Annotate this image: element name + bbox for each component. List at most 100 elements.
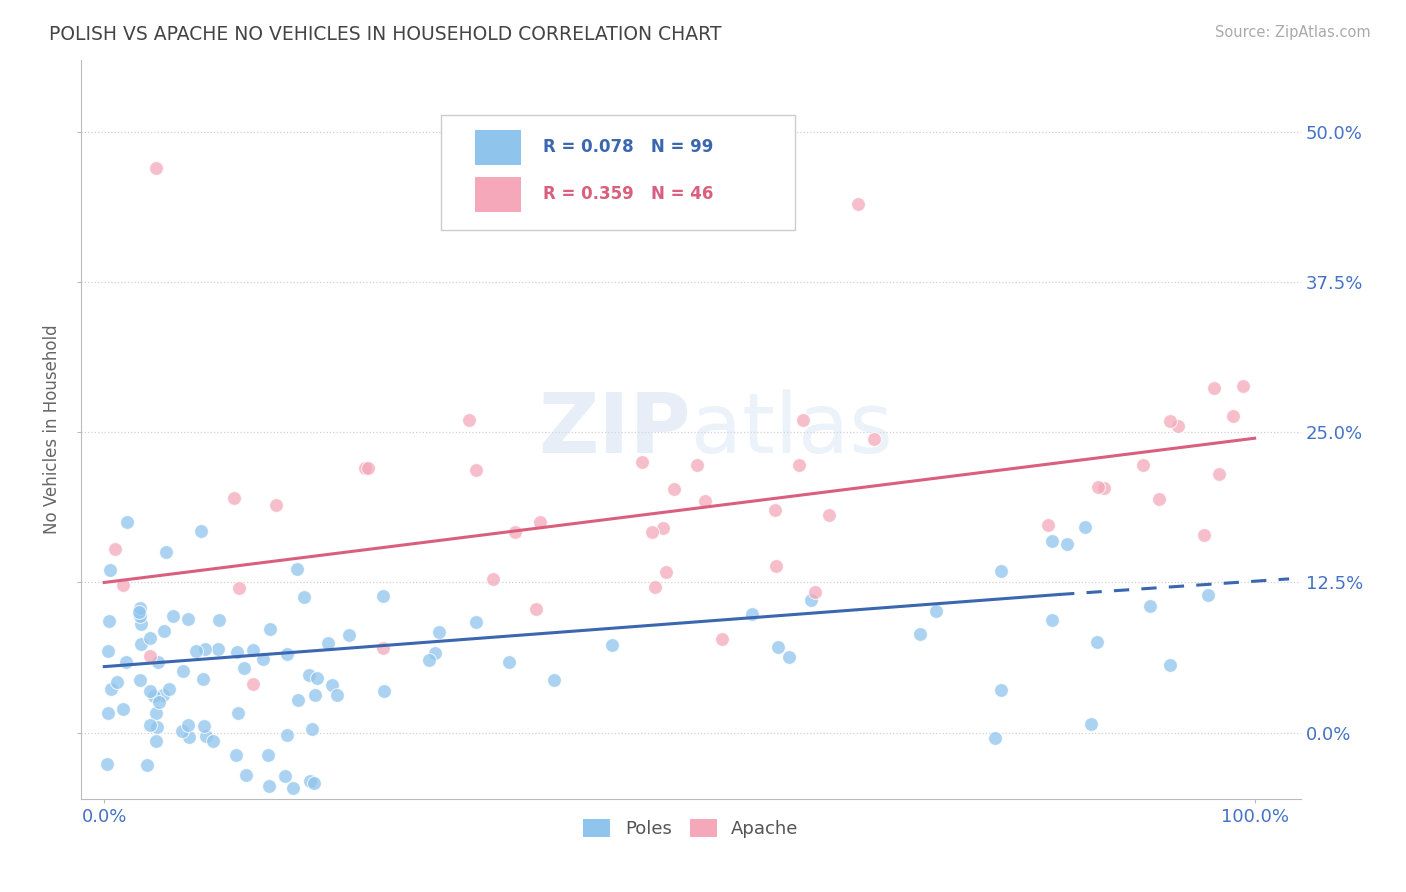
Point [207,642,229,657]
Point [111,578,134,592]
Point [148,694,170,708]
Point [145,733,167,747]
Point [224,491,246,505]
Point [172,664,194,678]
Point [131,617,153,632]
Text: Source: ZipAtlas.com: Source: ZipAtlas.com [1215,25,1371,40]
Point [984,731,1007,745]
Point [1040,613,1063,627]
Point [458,413,481,427]
Point [1159,414,1181,428]
Point [294,590,316,604]
Point [257,779,280,793]
Point [1132,458,1154,472]
Point [281,780,304,795]
Point [193,719,215,733]
Point [425,646,447,660]
Point [97,615,120,629]
Point [779,649,801,664]
Point [990,683,1012,698]
Point [481,572,503,586]
Point [543,673,565,688]
Point [232,661,254,675]
Point [804,585,827,599]
Point [225,748,247,763]
Point [818,508,841,523]
Point [766,640,789,655]
Point [157,682,180,697]
Point [299,773,322,788]
Point [148,655,170,669]
FancyBboxPatch shape [475,129,522,165]
Point [1139,599,1161,614]
Point [1087,480,1109,494]
Point [97,643,120,657]
Point [418,653,440,667]
Point [195,729,218,743]
Point [190,524,212,538]
Point [228,581,250,595]
Point [287,692,309,706]
Point [287,562,309,576]
Point [464,463,486,477]
Point [1159,658,1181,673]
Point [800,593,823,607]
Point [117,516,139,530]
Point [526,602,548,616]
Point [276,728,298,742]
Point [304,688,326,702]
Point [194,642,217,657]
Point [316,636,339,650]
Point [325,688,347,702]
Point [191,672,214,686]
Point [641,524,664,539]
Point [1038,517,1060,532]
Point [464,615,486,629]
Point [693,494,716,508]
Point [1085,635,1108,649]
Point [155,545,177,559]
Point [301,723,323,737]
FancyBboxPatch shape [475,177,522,212]
Point [925,603,948,617]
Point [259,622,281,636]
Point [529,515,551,529]
Point [128,609,150,624]
Point [274,769,297,783]
Point [139,631,162,645]
Point [152,689,174,703]
Point [264,499,287,513]
Point [97,706,120,720]
Point [170,723,193,738]
Point [146,720,169,734]
Point [177,612,200,626]
Point [1092,481,1115,495]
Point [1222,409,1244,423]
FancyBboxPatch shape [441,115,794,229]
Point [96,756,118,771]
Point [321,678,343,692]
Point [337,628,360,642]
Point [242,676,264,690]
Point [129,636,152,650]
Point [631,455,654,469]
Point [302,776,325,790]
Point [177,731,200,745]
Text: ZIP: ZIP [538,389,690,470]
Point [162,609,184,624]
Point [105,675,128,690]
Point [128,673,150,687]
Point [1232,378,1254,392]
Text: POLISH VS APACHE NO VEHICLES IN HOUSEHOLD CORRELATION CHART: POLISH VS APACHE NO VEHICLES IN HOUSEHOL… [49,25,721,44]
Point [990,564,1012,578]
Point [257,748,280,763]
Point [763,503,786,517]
Text: R = 0.078   N = 99: R = 0.078 N = 99 [543,138,714,156]
Point [104,542,127,557]
Point [371,641,394,656]
Point [741,607,763,621]
Point [276,647,298,661]
Point [1056,536,1078,550]
Point [862,433,884,447]
Point [177,718,200,732]
